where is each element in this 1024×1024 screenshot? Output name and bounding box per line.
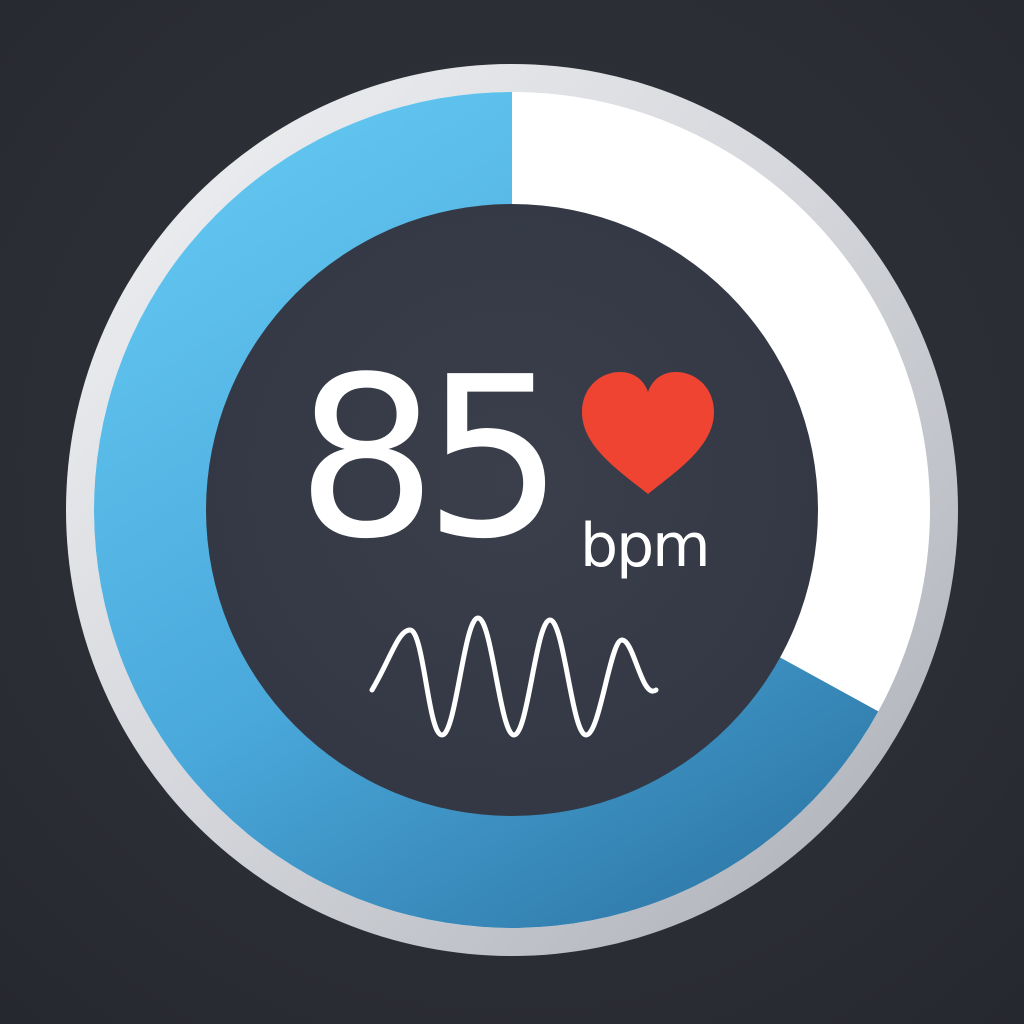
heart-rate-unit: bpm [580,511,711,581]
heart-rate-value: 85 [296,330,565,588]
gauge-inner-disc [206,204,818,816]
heart-icon [582,372,714,494]
pulse-waveform-icon [369,615,659,738]
